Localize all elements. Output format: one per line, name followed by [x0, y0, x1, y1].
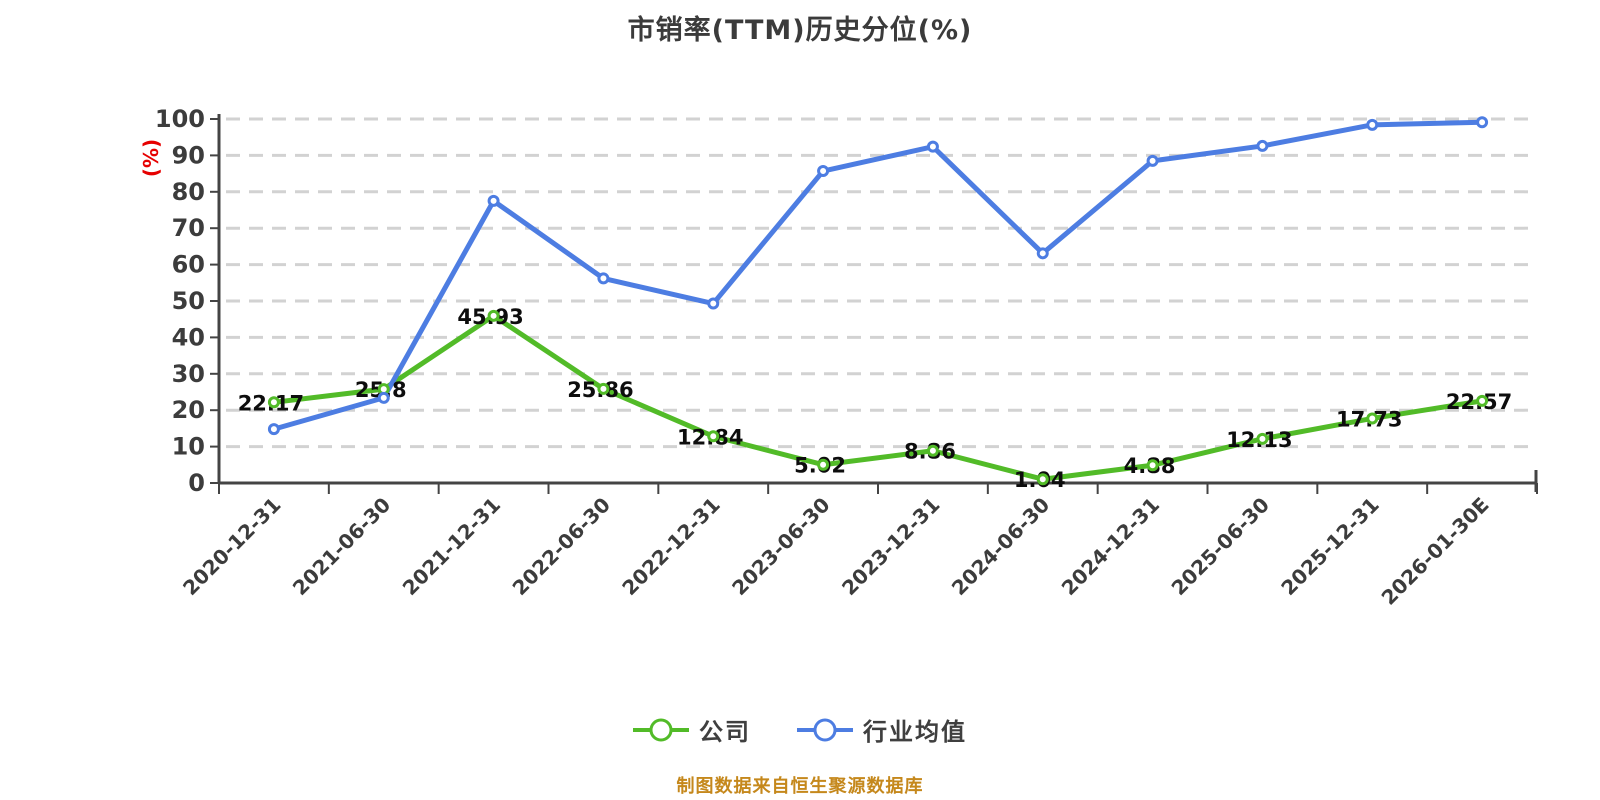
company-series-line[interactable] — [271, 313, 1485, 482]
x-axis-label: 2024-12-31 — [1057, 493, 1164, 600]
industry-data-point-marker[interactable] — [926, 140, 939, 153]
company-data-point-marker[interactable] — [817, 458, 830, 471]
company-legend-marker-icon — [633, 718, 689, 741]
x-axis-label: 2022-06-30 — [508, 493, 615, 600]
legend-label-company: 公司 — [699, 718, 751, 746]
industry-data-point-marker[interactable] — [817, 165, 830, 178]
y-tick-label: 60 — [172, 251, 205, 279]
company-data-point-marker[interactable] — [1036, 473, 1049, 486]
industry-data-point-marker[interactable] — [267, 423, 280, 436]
y-axis-unit-label: (%) — [139, 139, 163, 177]
company-data-point-marker[interactable] — [1146, 459, 1159, 472]
company-data-point-marker[interactable] — [487, 309, 500, 322]
company-data-point-marker[interactable] — [1476, 394, 1489, 407]
industry-data-point-marker[interactable] — [1036, 247, 1049, 260]
company-data-point-marker[interactable] — [1256, 432, 1269, 445]
y-tick-label: 80 — [172, 178, 205, 206]
y-tick-label: 10 — [172, 433, 205, 461]
x-axis-label: 2023-12-31 — [837, 493, 944, 600]
industry-data-point-marker[interactable] — [1256, 139, 1269, 152]
industry-data-point-marker[interactable] — [377, 391, 390, 404]
y-tick-label: 70 — [172, 214, 205, 242]
y-tick-label: 90 — [172, 141, 205, 169]
company-data-point-marker[interactable] — [926, 444, 939, 457]
y-tick-label: 100 — [155, 105, 205, 133]
y-tick-label: 40 — [172, 323, 205, 351]
y-tick-label: 30 — [172, 360, 205, 388]
x-axis-label: 2020-12-31 — [178, 493, 285, 600]
legend: 公司 行业均值 — [0, 712, 1600, 747]
x-axis-label: 2023-06-30 — [727, 493, 834, 600]
x-axis-label: 2021-06-30 — [288, 493, 395, 600]
x-axis-label: 2025-12-31 — [1276, 493, 1383, 600]
industry-data-point-marker[interactable] — [1366, 118, 1379, 131]
industry-data-point-marker[interactable] — [487, 194, 500, 207]
x-axis-label: 2021-12-31 — [398, 493, 505, 600]
legend-item-company[interactable]: 公司 — [633, 712, 751, 747]
x-axis-label: 2024-06-30 — [947, 493, 1054, 600]
company-data-point-marker[interactable] — [1366, 412, 1379, 425]
industry-data-point-marker[interactable] — [1476, 116, 1489, 129]
x-axis-label: 2025-06-30 — [1167, 493, 1274, 600]
industry-legend-marker-icon — [797, 718, 853, 741]
legend-label-industry: 行业均值 — [863, 718, 967, 746]
x-axis-label: 2022-12-31 — [617, 493, 724, 600]
legend-item-industry[interactable]: 行业均值 — [797, 712, 967, 747]
y-tick-label: 0 — [188, 469, 205, 497]
x-axis-label: 2026-01-30E — [1377, 493, 1494, 610]
industry-data-point-marker[interactable] — [597, 272, 610, 285]
y-tick-label: 20 — [172, 396, 205, 424]
chart-title: 市销率(TTM)历史分位(%) — [627, 15, 973, 46]
y-tick-label: 50 — [172, 287, 205, 315]
company-data-point-marker[interactable] — [707, 430, 720, 443]
company-data-point-marker[interactable] — [267, 396, 280, 409]
company-data-point-marker[interactable] — [597, 382, 610, 395]
industry-series-line[interactable] — [271, 119, 1485, 432]
industry-data-point-marker[interactable] — [1146, 154, 1159, 167]
data-source-note: 制图数据来自恒生聚源数据库 — [676, 776, 924, 797]
industry-data-point-marker[interactable] — [707, 297, 720, 310]
